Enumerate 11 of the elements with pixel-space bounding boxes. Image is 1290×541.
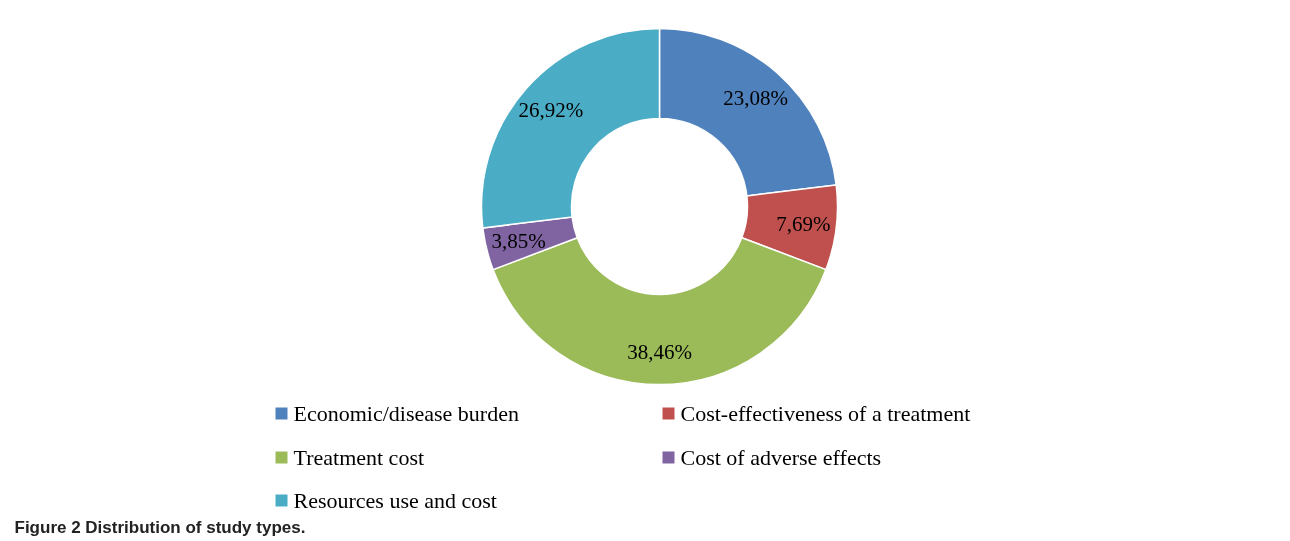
data-label: 38,46% <box>627 339 692 364</box>
data-label: 23,08% <box>723 85 789 110</box>
legend-label: Resources use and cost <box>293 488 497 513</box>
data-label: 26,92% <box>518 98 584 123</box>
legend-label: Cost-effectiveness of a treatment <box>680 401 971 426</box>
legend-label: Economic/disease burden <box>293 401 519 426</box>
legend-label: Treatment cost <box>293 445 425 470</box>
data-label: 3,85% <box>491 229 546 254</box>
legend-label: Cost of adverse effects <box>680 445 882 470</box>
caption: Figure 2 Distribution of study types. <box>14 518 306 537</box>
data-label: 7,69% <box>776 212 831 236</box>
